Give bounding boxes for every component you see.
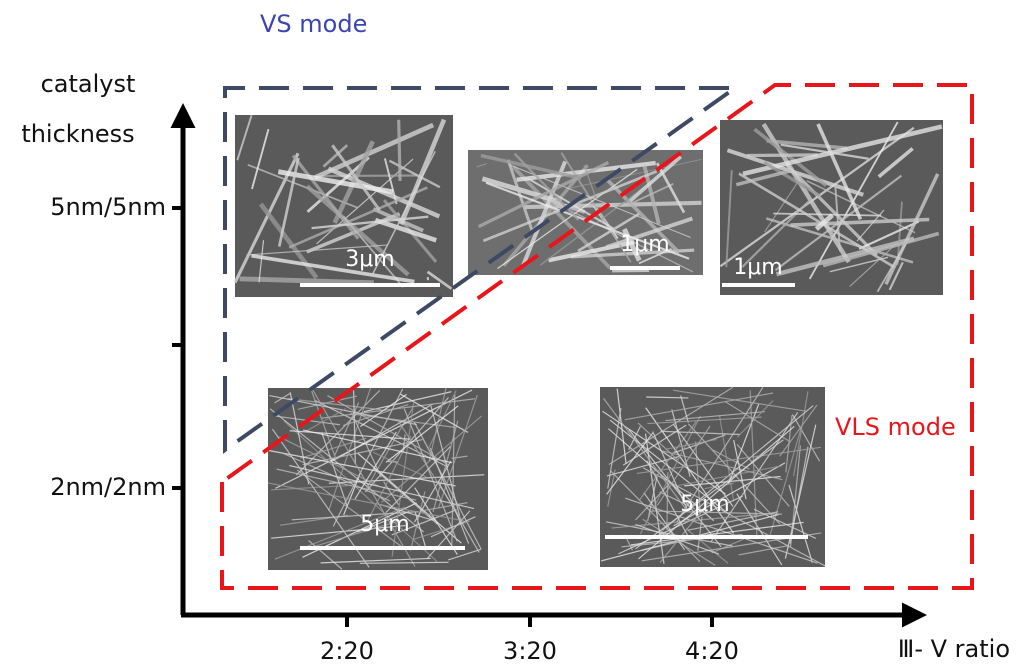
sem-images: 3μm 1μm 1μm 5μm 5μm (235, 115, 943, 570)
sem-texture (316, 175, 417, 176)
scale-label: 1μm (733, 255, 782, 280)
y-tick-label: 2nm/2nm (50, 473, 166, 501)
x-tick-label: 3:20 (503, 637, 557, 665)
diagram: 3μm 1μm 1μm 5μm 5μm VS mode catalyst thickne… (0, 0, 1020, 671)
sem-texture (399, 120, 400, 181)
x-axis-label: Ⅲ- V ratio (898, 635, 1010, 663)
vs-label: VS mode (260, 10, 367, 38)
sem-background (268, 388, 488, 570)
y-axis-label: catalyst (41, 70, 136, 98)
sem-image: 5μm (268, 388, 488, 570)
scale-label: 1μm (620, 232, 669, 257)
vls-label: VLS mode (835, 413, 956, 441)
sem-image: 3μm (235, 115, 453, 297)
scale-label: 5μm (680, 492, 729, 517)
scale-label: 3μm (345, 247, 394, 272)
sem-image: 5μm (600, 387, 825, 567)
y-tick-label: 5nm/5nm (50, 193, 166, 221)
x-tick-label: 2:20 (320, 637, 374, 665)
sem-image: 1μm (468, 150, 703, 275)
sem-texture (747, 155, 817, 156)
sem-image: 1μm (720, 120, 943, 295)
x-tick-label: 4:20 (685, 637, 739, 665)
scale-label: 5μm (360, 512, 409, 537)
y-axis-label: thickness (21, 120, 134, 148)
